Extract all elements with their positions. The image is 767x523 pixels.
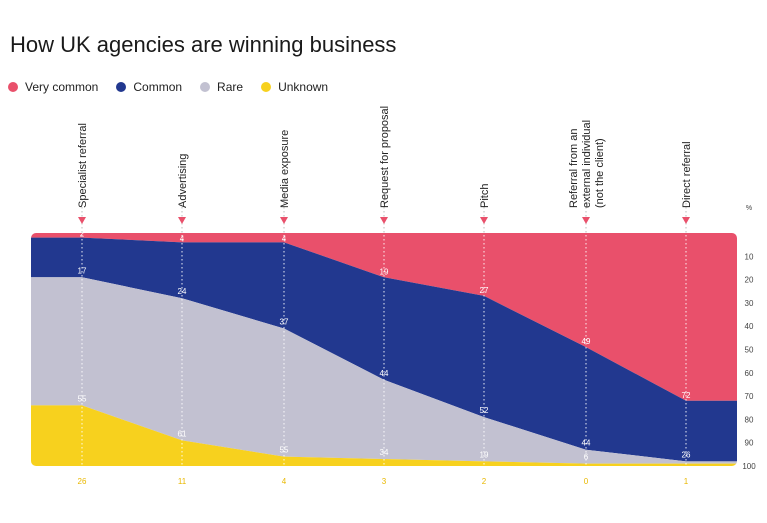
data-label-rare-2: 55 (280, 446, 289, 455)
data-label-rare-5: 6 (584, 453, 589, 462)
category-marker-1 (178, 217, 186, 224)
data-label-rare-1: 61 (178, 429, 187, 438)
category-marker-2 (280, 217, 288, 224)
category-label-5-1: external individual (581, 120, 593, 208)
data-label-rare-3: 34 (380, 448, 389, 457)
chart-title: How UK agencies are winning business (10, 32, 397, 57)
y-tick-60: 60 (745, 369, 754, 378)
y-tick-80: 80 (745, 415, 754, 424)
area-very-common (31, 233, 737, 401)
data-label-unknown-6: 1 (684, 477, 689, 486)
data-label-unknown-4: 2 (482, 477, 487, 486)
category-label-5-0: Referral from an (568, 129, 580, 208)
category-label-1-0: Advertising (177, 154, 189, 208)
data-label-very-common-1: 4 (180, 234, 185, 243)
data-label-rare-0: 55 (78, 394, 87, 403)
data-label-unknown-5: 0 (584, 477, 589, 486)
data-label-unknown-2: 4 (282, 477, 287, 486)
data-label-common-5: 44 (582, 439, 591, 448)
legend-swatch-common (116, 82, 127, 92)
data-label-rare-4: 19 (480, 450, 489, 459)
data-label-common-1: 24 (178, 287, 187, 296)
legend-item-common: Common (116, 80, 182, 94)
data-label-very-common-0: 2 (80, 230, 85, 239)
category-label-6-0: Direct referral (681, 141, 693, 208)
data-label-unknown-3: 3 (382, 477, 387, 486)
legend-swatch-very-common (8, 82, 18, 92)
y-tick-40: 40 (745, 322, 754, 331)
legend: Very common Common Rare Unknown (8, 80, 346, 94)
category-label-3-0: Request for proposal (379, 106, 391, 208)
data-label-common-3: 44 (380, 369, 389, 378)
legend-swatch-rare (200, 82, 211, 92)
legend-swatch-unknown (261, 82, 272, 92)
data-label-very-common-2: 4 (282, 234, 287, 243)
category-marker-0 (78, 217, 86, 224)
y-tick-30: 30 (745, 299, 754, 308)
category-label-4-0: Pitch (479, 184, 491, 208)
category-marker-5 (582, 217, 590, 224)
data-label-unknown-1: 11 (178, 477, 187, 486)
category-label-2-0: Media exposure (279, 130, 291, 208)
area-common (31, 237, 737, 462)
unit-label: % (746, 205, 752, 212)
data-label-very-common-3: 19 (380, 267, 389, 276)
legend-item-unknown: Unknown (261, 80, 328, 94)
legend-label-unknown: Unknown (278, 80, 329, 94)
data-label-common-4: 52 (480, 406, 489, 415)
plot-area (31, 233, 737, 466)
legend-label-common: Common (133, 80, 183, 94)
y-tick-90: 90 (745, 439, 754, 448)
category-label-0-0: Specialist referral (77, 123, 89, 208)
legend-item-rare: Rare (200, 80, 243, 94)
data-label-common-0: 17 (78, 266, 87, 275)
y-tick-50: 50 (745, 346, 754, 355)
data-label-very-common-6: 72 (682, 391, 691, 400)
category-marker-6 (682, 217, 690, 224)
category-marker-3 (380, 217, 388, 224)
legend-item-very-common: Very common (8, 80, 98, 94)
category-label-5-2: (not the client) (594, 138, 606, 208)
area-rare (31, 277, 737, 464)
legend-label-very-common: Very common (25, 80, 99, 94)
category-marker-4 (480, 217, 488, 224)
legend-label-rare: Rare (217, 80, 244, 94)
data-label-common-2: 37 (280, 318, 289, 327)
data-label-very-common-5: 49 (582, 337, 591, 346)
y-tick-20: 20 (745, 276, 754, 285)
data-label-unknown-0: 26 (78, 477, 87, 486)
y-tick-100: 100 (742, 462, 756, 471)
data-label-very-common-4: 27 (480, 286, 489, 295)
area-unknown (31, 405, 737, 466)
y-tick-10: 10 (745, 252, 754, 261)
y-tick-70: 70 (745, 392, 754, 401)
data-label-common-6: 26 (682, 450, 691, 459)
